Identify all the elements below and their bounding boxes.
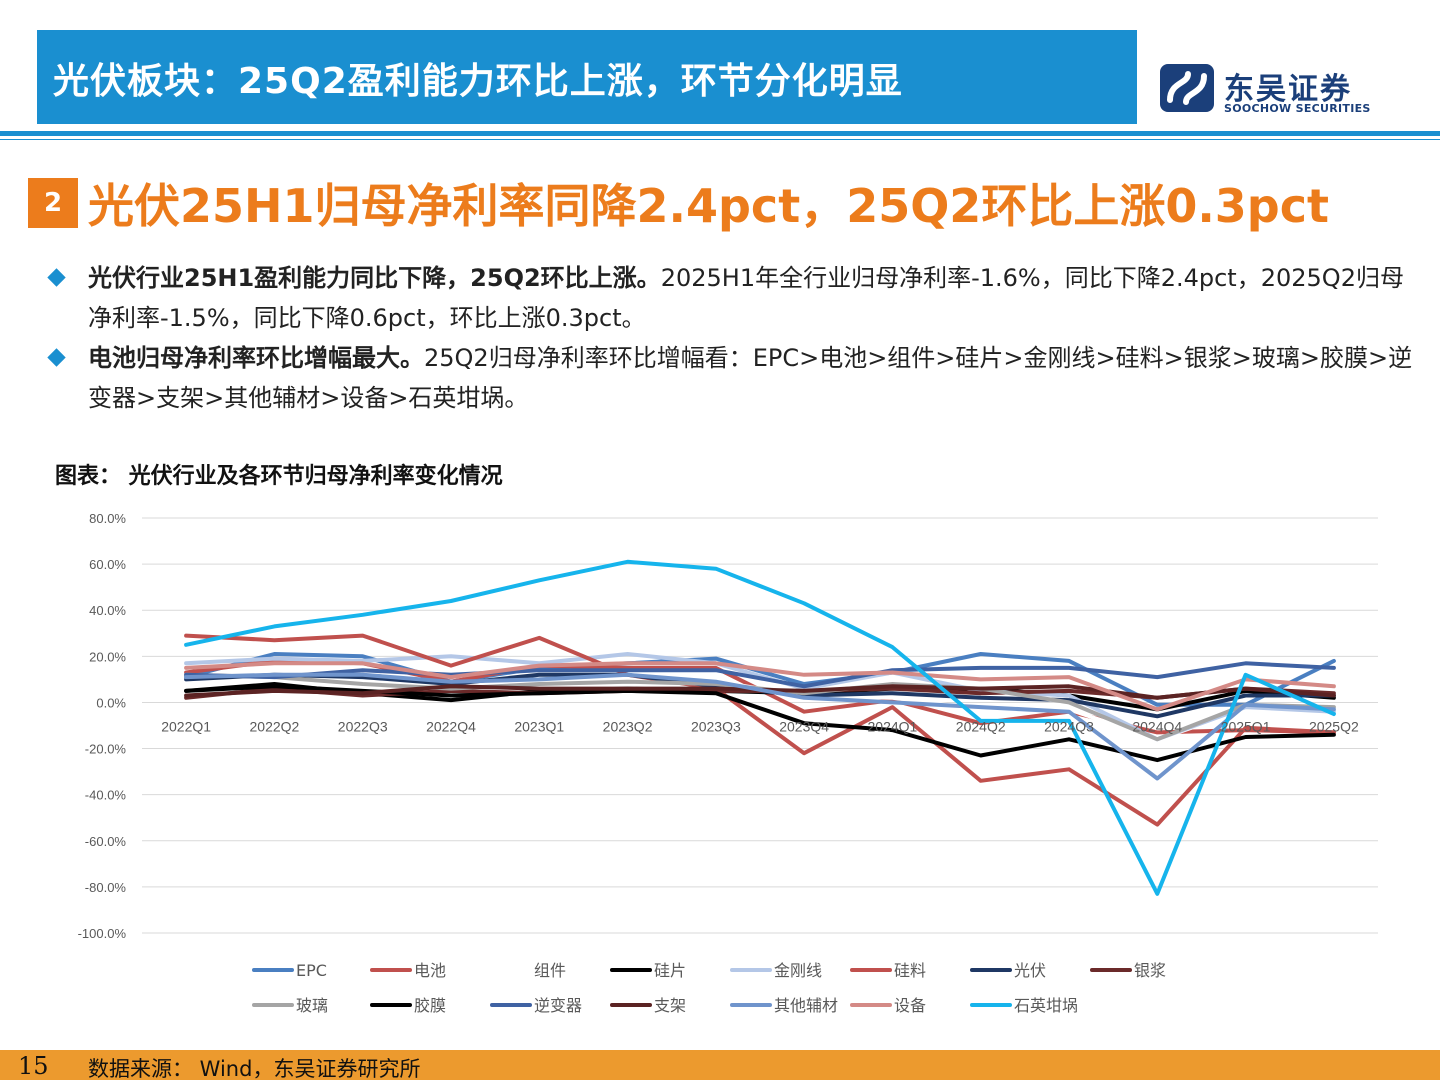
bullet-text: 2025H1年全行业归母净利率-1.6%，同比下降2.4pct，2025Q2归母…	[88, 264, 1404, 332]
x-tick-label: 2023Q2	[603, 718, 653, 734]
title-banner: 光伏板块：25Q2盈利能力环比上涨，环节分化明显	[37, 30, 1137, 124]
x-tick-label: 2024Q2	[956, 718, 1006, 734]
series-line	[184, 633, 1336, 827]
legend-label: 玻璃	[296, 996, 328, 1015]
x-tick-label: 2024Q1	[868, 718, 918, 734]
legend-label: 硅片	[654, 961, 686, 980]
x-tick-label: 2024Q3	[1044, 718, 1094, 734]
y-tick-label: 60.0%	[89, 557, 126, 572]
series-line	[184, 661, 1336, 689]
bullet-bold: 电池归母净利率环比增幅最大。	[88, 344, 424, 372]
legend-label: 其他辅材	[774, 996, 838, 1015]
logo-text-en: SOOCHOW SECURITIES	[1224, 102, 1371, 115]
series-line	[184, 661, 1336, 712]
y-tick-label: -60.0%	[85, 834, 127, 849]
diamond-bullet-icon	[47, 268, 66, 287]
y-tick-label: 40.0%	[89, 603, 126, 618]
x-tick-label: 2022Q2	[250, 718, 300, 734]
x-tick-label: 2025Q1	[1221, 718, 1271, 734]
page-number: 15	[18, 1052, 49, 1080]
y-tick-label: -80.0%	[85, 880, 127, 895]
bullet-bold: 光伏行业25H1盈利能力同比下降，25Q2环比上涨。	[88, 264, 661, 292]
bullet-item: 电池归母净利率环比增幅最大。25Q2归母净利率环比增幅看：EPC>电池>组件>硅…	[47, 338, 1418, 418]
x-tick-label: 2023Q4	[779, 718, 829, 734]
section-title: 光伏25H1归母净利率同降2.4pct，25Q2环比上涨0.3pct	[88, 179, 1329, 233]
legend-label: EPC	[296, 961, 327, 980]
legend-label: 电池	[414, 961, 446, 980]
bullet-list: 光伏行业25H1盈利能力同比下降，25Q2环比上涨。2025H1年全行业归母净利…	[47, 258, 1418, 418]
logo-text-cn: 东吴证券	[1224, 72, 1352, 107]
x-tick-label: 2022Q3	[338, 718, 388, 734]
y-tick-label: -40.0%	[85, 788, 127, 803]
logo-mark-icon	[1160, 64, 1214, 112]
y-tick-label: 20.0%	[89, 649, 126, 664]
x-tick-label: 2023Q1	[514, 718, 564, 734]
company-logo: 东吴证券 SOOCHOW SECURITIES	[1158, 62, 1388, 118]
x-tick-label: 2023Q3	[691, 718, 741, 734]
diamond-bullet-icon	[47, 348, 66, 367]
series-line	[184, 672, 1336, 781]
legend-label: 石英坩埚	[1014, 996, 1078, 1015]
bullet-item: 光伏行业25H1盈利能力同比下降，25Q2环比上涨。2025H1年全行业归母净利…	[47, 258, 1418, 338]
section-number-badge: 2	[28, 178, 78, 228]
bullet-text: 25Q2归母净利率环比增幅看：EPC>电池>组件>硅片>金刚线>硅料>银浆>玻璃…	[88, 344, 1413, 412]
legend-label: 组件	[534, 961, 566, 980]
y-tick-label: -100.0%	[78, 926, 127, 941]
legend-label: 光伏	[1014, 961, 1046, 980]
chart-caption: 图表： 光伏行业及各环节归母净利率变化情况	[55, 464, 503, 489]
series-line	[184, 559, 1336, 896]
legend-label: 金刚线	[774, 961, 822, 980]
legend-label: 硅料	[894, 961, 926, 980]
y-tick-label: 80.0%	[89, 511, 126, 526]
x-tick-label: 2025Q2	[1309, 718, 1359, 734]
legend-label: 支架	[654, 996, 686, 1015]
page-title: 光伏板块：25Q2盈利能力环比上涨，环节分化明显	[53, 61, 903, 102]
footer-bar	[0, 1050, 1440, 1080]
x-tick-label: 2022Q1	[161, 718, 211, 734]
y-tick-label: 0.0%	[96, 695, 126, 710]
legend-label: 逆变器	[534, 996, 582, 1015]
data-source: 数据来源： Wind，东吴证券研究所	[88, 1057, 421, 1081]
x-tick-label: 2022Q4	[426, 718, 476, 734]
header-rule	[0, 131, 1440, 136]
legend-label: 银浆	[1134, 961, 1166, 980]
legend-label: 设备	[894, 996, 926, 1015]
header-rule-thin	[0, 139, 1440, 140]
x-tick-label: 2024Q4	[1132, 718, 1182, 734]
net-margin-line-chart: 80.0% 60.0% 40.0% 20.0% 0.0% -20.0% -40.0% -60.…	[78, 511, 1378, 1015]
legend-label: 胶膜	[414, 996, 446, 1015]
y-tick-label: -20.0%	[85, 742, 127, 757]
